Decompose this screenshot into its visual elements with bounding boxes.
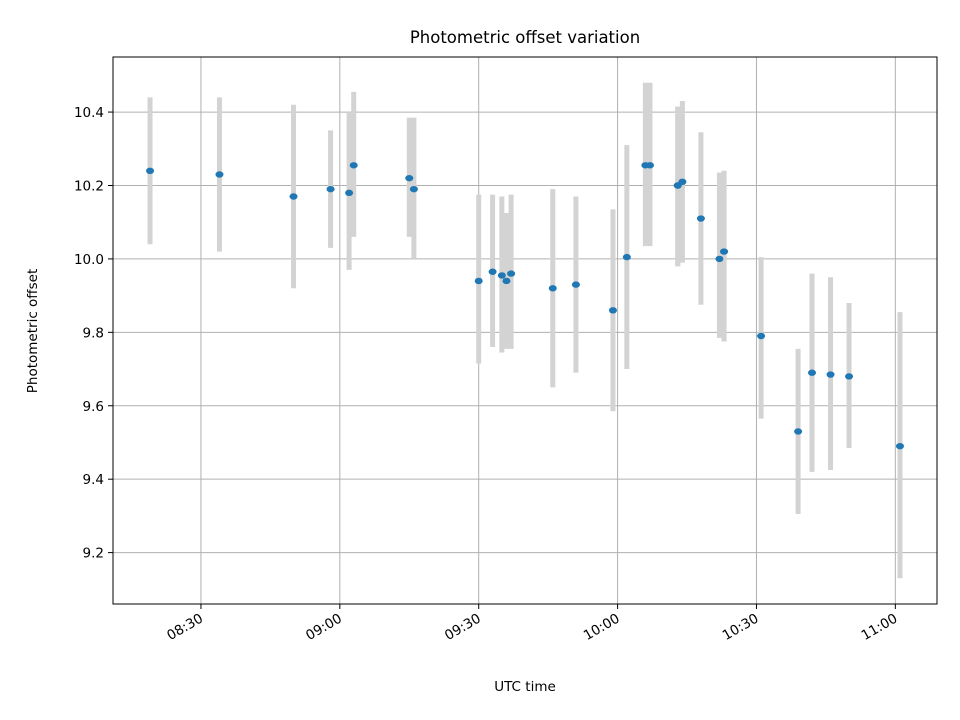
- y-tick-label: 10.0: [74, 252, 104, 268]
- data-point: [678, 178, 687, 186]
- data-point: [571, 281, 580, 288]
- data-point: [146, 167, 155, 175]
- data-point: [405, 174, 414, 182]
- data-point: [289, 193, 298, 200]
- data-point: [645, 162, 654, 169]
- data-point: [696, 215, 705, 222]
- data-point: [548, 285, 557, 292]
- data-point: [409, 185, 418, 193]
- x-axis-label: UTC time: [494, 679, 556, 695]
- data-point: [345, 189, 354, 197]
- data-point: [488, 268, 497, 275]
- y-tick-label: 9.4: [83, 472, 104, 488]
- plot-frame: [112, 56, 938, 605]
- tick-layer: 08:30 09:00 09:30 10:00 10:30 11:009.29.49.69…: [74, 105, 900, 644]
- chart-title: Photometric offset variation: [410, 28, 640, 47]
- data-point: [608, 307, 617, 314]
- data-point: [895, 442, 904, 450]
- y-tick-label: 10.4: [74, 105, 104, 121]
- data-point: [349, 162, 358, 169]
- data-point: [845, 373, 854, 380]
- y-tick-label: 9.2: [83, 546, 104, 562]
- y-tick-label: 9.8: [83, 325, 104, 341]
- data-point: [622, 253, 631, 261]
- y-tick-label: 9.6: [83, 399, 104, 415]
- data-point: [720, 248, 729, 255]
- data-point: [826, 371, 835, 378]
- data-point: [757, 332, 766, 340]
- point-layer: [146, 162, 904, 450]
- data-point: [215, 171, 224, 178]
- y-tick-label: 10.2: [74, 178, 104, 194]
- data-point: [474, 277, 483, 285]
- data-point: [326, 185, 335, 193]
- data-point: [497, 272, 506, 279]
- y-axis-label: Photometric offset: [25, 269, 41, 393]
- data-point: [715, 255, 724, 263]
- data-point: [502, 277, 511, 285]
- data-point: [808, 369, 817, 376]
- data-point: [507, 270, 516, 277]
- data-point: [794, 428, 803, 435]
